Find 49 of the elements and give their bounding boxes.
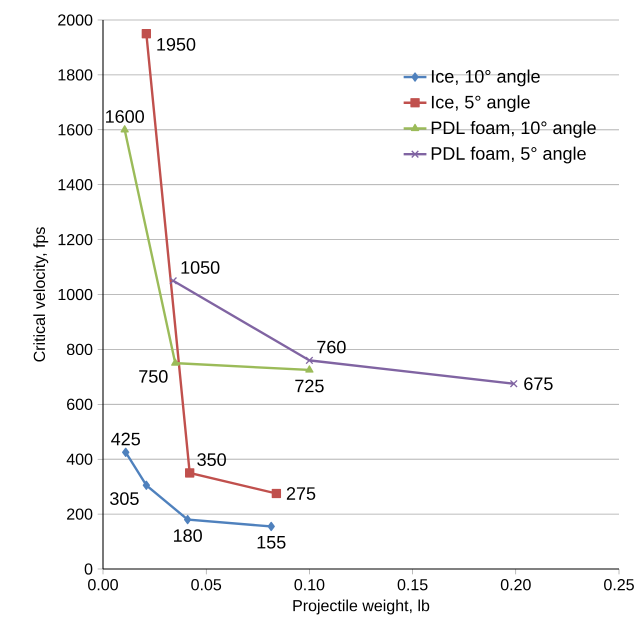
y-tick-label: 400 <box>66 454 92 465</box>
y-tick-label: 1000 <box>58 288 92 300</box>
point <box>305 356 314 364</box>
legend-label: PDL foam, 5° angle <box>432 146 586 164</box>
data-label: 305 <box>110 492 139 505</box>
legend-label: Ice, 10° angle <box>432 70 540 86</box>
data-label: 1950 <box>157 38 196 51</box>
point <box>169 276 178 285</box>
x-tick-label: 0.00 <box>88 579 118 590</box>
data-label: 1600 <box>106 110 144 123</box>
y-tick-label: 200 <box>67 508 92 520</box>
point <box>305 365 314 373</box>
y-tick-label: 1400 <box>58 179 92 190</box>
y-tick-label: 1600 <box>58 124 92 136</box>
data-label: 760 <box>317 340 346 354</box>
x-tick-label: 0.25 <box>604 579 634 590</box>
y-tick-label: 0 <box>84 563 92 575</box>
point <box>510 380 518 388</box>
point <box>142 480 150 490</box>
y-tick-label: 600 <box>67 398 92 410</box>
point <box>142 29 152 38</box>
point <box>171 358 180 366</box>
data-label: 155 <box>258 536 286 549</box>
point <box>185 468 194 478</box>
point <box>120 125 129 132</box>
x-axis-title: Projectile weight, lb <box>293 600 430 614</box>
data-label: 180 <box>174 529 202 542</box>
data-label: 275 <box>286 487 316 500</box>
y-tick-label: 800 <box>66 344 92 356</box>
x-tick-label: 0.05 <box>191 579 222 590</box>
data-label: 425 <box>111 432 140 446</box>
y-tick-label: 2000 <box>58 14 92 26</box>
x-tick-label: 0.20 <box>500 579 531 590</box>
data-label: 1050 <box>181 261 220 274</box>
point <box>184 514 192 524</box>
point <box>122 448 130 458</box>
point <box>268 522 275 532</box>
data-label: 350 <box>197 453 226 466</box>
legend-label: Ice, 5° angle <box>432 95 530 112</box>
x-tick-label: 0.10 <box>294 579 324 590</box>
legend-label: PDL foam, 10° angle <box>432 120 596 138</box>
data-label: 675 <box>524 377 553 390</box>
point <box>272 488 282 498</box>
data-label: 750 <box>139 370 168 383</box>
data-label: 725 <box>295 380 324 392</box>
y-tick-label: 1200 <box>58 234 92 246</box>
y-tick-label: 1800 <box>58 69 92 81</box>
y-axis-title: Critical velocity, fps <box>33 227 48 362</box>
x-tick-label: 0.15 <box>398 579 428 590</box>
